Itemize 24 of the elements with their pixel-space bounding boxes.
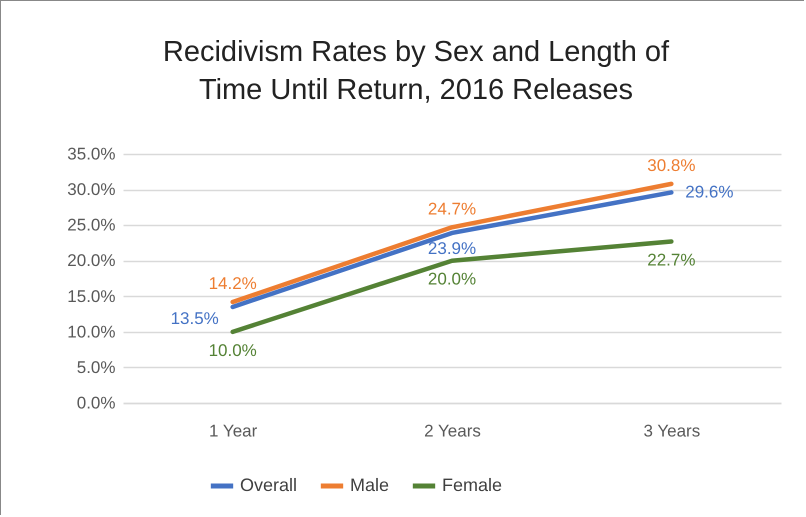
data-label: 22.7% <box>647 250 696 270</box>
x-tick-label: 3 Years <box>643 422 700 440</box>
legend-label: Overall <box>240 475 298 495</box>
y-tick-label: 25.0% <box>67 216 116 235</box>
legend-label: Male <box>350 475 390 495</box>
y-tick-label: 15.0% <box>67 286 116 306</box>
legend-label: Female <box>442 475 502 495</box>
y-tick-label: 30.0% <box>67 180 116 200</box>
y-tick-label: 0.0% <box>76 394 116 412</box>
x-tick-label: 2 Years <box>424 422 481 440</box>
data-label: 13.5% <box>170 308 219 328</box>
chart-title: Recidivism Rates by Sex and Length of Time Until Return, 2016 Releases <box>162 36 670 106</box>
x-tick-label: 1 Year <box>209 422 258 440</box>
y-tick-label: 10.0% <box>67 322 116 342</box>
data-label: 30.8% <box>647 156 696 175</box>
data-label: 29.6% <box>685 182 734 202</box>
data-label: 24.7% <box>428 199 476 218</box>
data-label: 10.0% <box>208 340 257 360</box>
data-label: 14.2% <box>208 274 257 293</box>
data-label: 23.9% <box>428 238 476 258</box>
y-tick-label: 20.0% <box>67 251 116 270</box>
y-tick-label: 5.0% <box>76 358 116 377</box>
data-label: 20.0% <box>428 270 476 289</box>
y-tick-label: 35.0% <box>67 144 116 164</box>
